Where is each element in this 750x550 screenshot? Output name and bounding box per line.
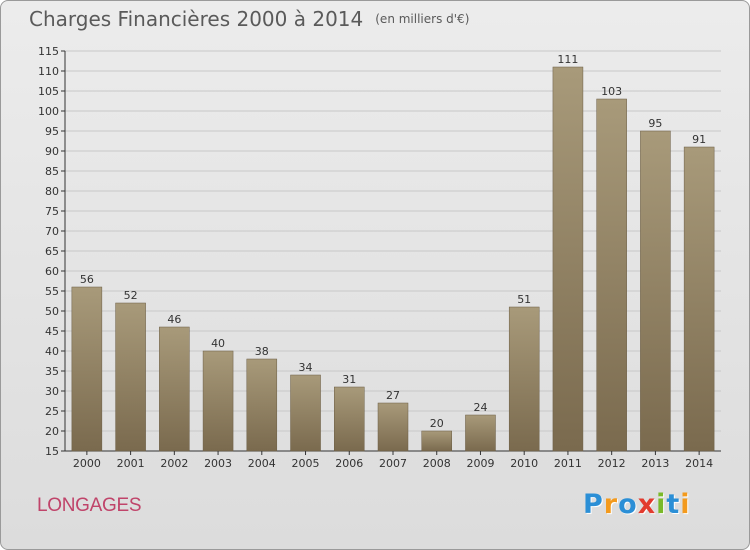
value-label-2004: 38 — [255, 345, 269, 358]
proxiti-logo: Proxiti — [583, 489, 691, 520]
chart-title-text: Charges Financières 2000 à 2014 — [29, 7, 364, 31]
value-label-2008: 20 — [430, 417, 444, 430]
value-label-2010: 51 — [517, 293, 531, 306]
bar-2004 — [246, 358, 278, 452]
y-tick-label: 100 — [38, 105, 59, 118]
bar-2008 — [421, 430, 452, 452]
y-tick-label: 20 — [45, 425, 59, 438]
chart-title: Charges Financières 2000 à 2014 (en milli… — [29, 7, 469, 31]
x-axis: 2000 2001 2002 2003 2004 2005 2006 2007 2008 2009… — [73, 451, 713, 470]
value-label-2012: 103 — [601, 85, 622, 98]
value-label-2014: 91 — [692, 133, 706, 146]
x-tick-label-2014: 2014 — [685, 457, 713, 470]
y-tick-label: 15 — [45, 445, 59, 458]
value-label-2009: 24 — [473, 401, 487, 414]
x-tick-label-2002: 2002 — [160, 457, 188, 470]
logo-letter: P — [583, 489, 604, 520]
x-tick-label-2001: 2001 — [117, 457, 145, 470]
bar-2009 — [465, 414, 496, 452]
bar-2010 — [508, 306, 540, 452]
value-label-2013: 95 — [648, 117, 662, 130]
logo-letter: r — [603, 489, 619, 520]
bar-2003 — [202, 350, 234, 452]
x-tick-label-2009: 2009 — [466, 457, 494, 470]
y-tick-label: 30 — [45, 385, 59, 398]
bar-2000 — [71, 286, 103, 452]
y-tick-label: 90 — [45, 145, 59, 158]
y-tick-label: 55 — [45, 285, 59, 298]
bar-2011 — [552, 66, 584, 452]
y-tick-label: 65 — [45, 245, 59, 258]
y-tick-label: 85 — [45, 165, 59, 178]
y-tick-label: 50 — [45, 305, 59, 318]
bar-2007 — [377, 402, 409, 452]
value-label-2001: 52 — [124, 289, 138, 302]
y-tick-label: 115 — [38, 45, 59, 58]
value-label-2002: 46 — [167, 313, 181, 326]
y-tick-label: 70 — [45, 225, 59, 238]
bar-2001 — [115, 302, 146, 452]
commune-name: LONGAGES — [37, 495, 142, 516]
y-tick-label: 95 — [45, 125, 59, 138]
bar-2005 — [290, 374, 321, 452]
x-tick-label-2004: 2004 — [248, 457, 276, 470]
value-labels: 56 52 46 40 38 34 31 27 20 24 51 111 103 95 91 — [80, 53, 706, 430]
y-tick-label: 110 — [38, 65, 59, 78]
y-tick-label: 40 — [45, 345, 59, 358]
logo-letter: x — [637, 489, 657, 520]
logo-letter: i — [656, 489, 667, 520]
y-tick-label: 45 — [45, 325, 59, 338]
y-tick-label: 60 — [45, 265, 59, 278]
chart-subtitle: (en milliers d'€) — [375, 12, 470, 26]
x-tick-label-2011: 2011 — [554, 457, 582, 470]
x-tick-label-2006: 2006 — [335, 457, 363, 470]
x-tick-label-2000: 2000 — [73, 457, 101, 470]
value-label-2011: 111 — [557, 53, 578, 66]
logo-letter: o — [618, 489, 638, 520]
y-tick-label: 80 — [45, 185, 59, 198]
x-tick-label-2013: 2013 — [641, 457, 669, 470]
value-label-2005: 34 — [299, 361, 313, 374]
x-tick-label-2007: 2007 — [379, 457, 407, 470]
bar-2012 — [596, 98, 627, 452]
value-label-2003: 40 — [211, 337, 225, 350]
bar-2013 — [640, 130, 671, 452]
x-tick-label-2010: 2010 — [510, 457, 538, 470]
logo-letter: t — [666, 489, 681, 520]
value-label-2000: 56 — [80, 273, 94, 286]
x-tick-label-2012: 2012 — [598, 457, 626, 470]
bar-2002 — [159, 326, 190, 452]
value-label-2007: 27 — [386, 389, 400, 402]
bar-2006 — [334, 386, 365, 452]
value-label-2006: 31 — [342, 373, 356, 386]
y-tick-label: 25 — [45, 405, 59, 418]
logo-letter: i — [680, 489, 691, 520]
y-tick-label: 75 — [45, 205, 59, 218]
y-tick-label: 105 — [38, 85, 59, 98]
x-tick-label-2003: 2003 — [204, 457, 232, 470]
x-tick-label-2008: 2008 — [423, 457, 451, 470]
bar-2014 — [683, 146, 715, 452]
bars — [71, 66, 715, 452]
y-tick-label: 35 — [45, 365, 59, 378]
x-tick-label-2005: 2005 — [292, 457, 320, 470]
